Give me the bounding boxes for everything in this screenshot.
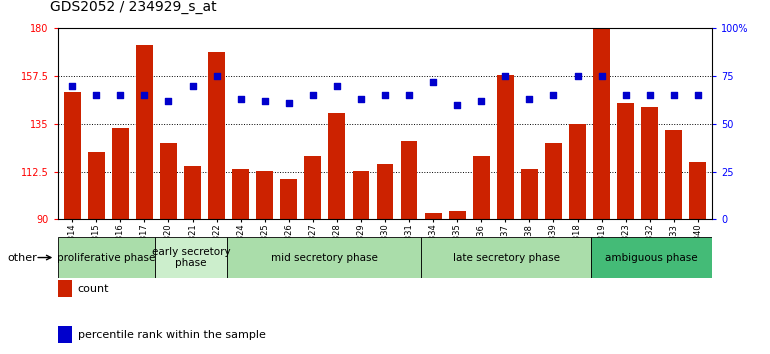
Point (330, 83, 343, 88)
Point (524, 96, 536, 102)
Text: percentile rank within the sample: percentile rank within the sample (78, 330, 266, 339)
Bar (400, 141, 417, 219)
Bar (593, 28, 610, 219)
Bar (591, 237, 712, 278)
Bar (421, 237, 591, 278)
Point (475, 98, 487, 104)
Bar (280, 179, 297, 219)
Text: mid secretory phase: mid secretory phase (271, 252, 378, 263)
Bar (58, 237, 155, 278)
Bar (353, 171, 370, 219)
Bar (449, 211, 466, 219)
Bar (329, 113, 345, 219)
Point (644, 92, 656, 98)
Text: late secretory phase: late secretory phase (453, 252, 560, 263)
Bar (521, 169, 537, 219)
Point (66, 83, 79, 88)
Point (403, 92, 415, 98)
Text: early secretory
phase: early secretory phase (152, 247, 230, 268)
Bar (112, 128, 129, 219)
Point (283, 100, 295, 106)
Point (210, 73, 223, 79)
Point (234, 96, 246, 102)
Bar (64, 92, 81, 219)
Text: ambiguous phase: ambiguous phase (605, 252, 698, 263)
Point (571, 73, 584, 79)
Point (691, 92, 704, 98)
Point (90, 92, 102, 98)
Point (114, 92, 126, 98)
Text: other: other (8, 252, 38, 263)
Bar (641, 107, 658, 219)
Bar (304, 156, 321, 219)
Bar (208, 52, 225, 219)
Point (259, 98, 271, 104)
Bar (545, 143, 562, 219)
Point (619, 92, 631, 98)
Point (427, 79, 439, 85)
Point (355, 96, 367, 102)
Point (668, 92, 680, 98)
Bar (233, 169, 249, 219)
Bar (569, 124, 586, 219)
Point (186, 83, 199, 88)
Bar (88, 152, 105, 219)
Bar (256, 171, 273, 219)
Point (306, 92, 319, 98)
Bar (377, 164, 393, 219)
Bar (497, 75, 514, 219)
Bar (618, 103, 634, 219)
Bar (136, 45, 152, 219)
Bar (425, 213, 441, 219)
Bar (184, 166, 201, 219)
Bar (227, 237, 421, 278)
Point (547, 92, 560, 98)
Text: proliferative phase: proliferative phase (57, 252, 156, 263)
Bar (665, 130, 682, 219)
Point (499, 73, 511, 79)
Bar (689, 162, 706, 219)
Point (595, 73, 608, 79)
Text: count: count (78, 284, 109, 293)
Point (451, 102, 464, 108)
Point (139, 92, 151, 98)
Bar (160, 143, 177, 219)
Text: GDS2052 / 234929_s_at: GDS2052 / 234929_s_at (50, 0, 216, 14)
Point (162, 98, 175, 104)
Bar (473, 156, 490, 219)
Point (379, 92, 391, 98)
Bar (155, 237, 227, 278)
